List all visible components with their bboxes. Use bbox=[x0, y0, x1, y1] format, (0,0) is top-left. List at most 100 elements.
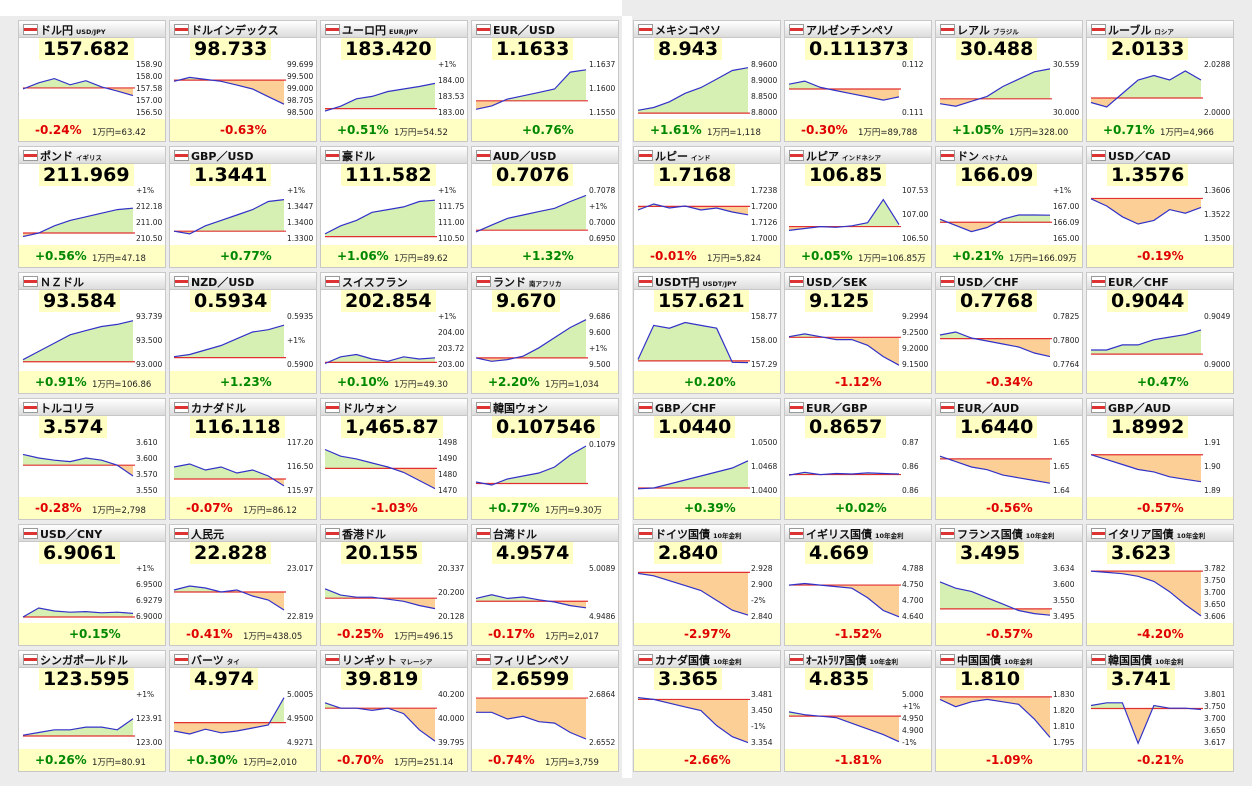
tile-name: EUR／CHF bbox=[1108, 274, 1169, 290]
change: -0.07% bbox=[186, 501, 233, 515]
tile[interactable]: USDT円 USDT/JPY 157.621 158.77 158.00 157.29 +0… bbox=[633, 272, 781, 394]
tile[interactable]: GBP／USD 1.3441 +1% 1.3447 1.3400 1.3300 +0.77% bbox=[169, 146, 317, 268]
axis-label: 4.788 bbox=[902, 564, 924, 573]
tile[interactable]: ランド 南アフリカ 9.670 9.686 9.600 +1% 9.500 +2.20% 1万円… bbox=[471, 272, 619, 394]
price: 4.9574 bbox=[492, 542, 574, 564]
tile[interactable]: カナダ国債 10年金利 3.365 3.481 3.450 -1% 3.354 -2.66% bbox=[633, 650, 781, 772]
tile[interactable]: NZD／USD 0.5934 0.5935 +1% 0.5900 +1.23% bbox=[169, 272, 317, 394]
tile[interactable]: ドイツ国債 10年金利 2.840 2.928 2.900 -2% 2.840 -2.97% bbox=[633, 524, 781, 646]
change-bar: -1.52% bbox=[785, 623, 931, 645]
axis-label: 123.91 bbox=[136, 714, 162, 723]
tile[interactable]: ｵｰｽﾄﾗﾘｱ国債 10年金利 4.835 5.000 +1% 4.950 4.900 -1%… bbox=[784, 650, 932, 772]
tile[interactable]: フィリピンペソ 2.6599 2.6864 2.6552 -0.74% 1万円=3,759 bbox=[471, 650, 619, 772]
tile[interactable]: USD／CAD 1.3576 1.3606 1.3522 1.3500 -0.19% bbox=[1086, 146, 1234, 268]
tile[interactable]: EUR／CHF 0.9044 0.9049 0.9000 +0.47% bbox=[1086, 272, 1234, 394]
tile[interactable]: AUD／USD 0.7076 0.7078 +1% 0.7000 0.6950 +1.32% bbox=[471, 146, 619, 268]
sparkline-chart: 5.000 +1% 4.950 4.900 -1% bbox=[788, 690, 924, 747]
tile-name: アルゼンチンペソ bbox=[806, 22, 894, 38]
tile[interactable]: USD／CHF 0.7768 0.7825 0.7800 0.7764 -0.34% bbox=[935, 272, 1083, 394]
tile[interactable]: 韓国ウォン 0.107546 0.1079 +0.77% 1万円=9.30万 bbox=[471, 398, 619, 520]
sparkline-chart: 117.20 116.50 115.97 bbox=[173, 438, 313, 495]
tile[interactable]: GBP／AUD 1.8992 1.91 1.90 1.89 -0.57% bbox=[1086, 398, 1234, 520]
tile-name: 中国国債 10年金利 bbox=[957, 652, 1033, 668]
axis-label: 111.75 bbox=[438, 202, 464, 211]
tile[interactable]: USD／CNY 6.9061 +1% 6.9500 6.9279 6.9000 +0.15% bbox=[18, 524, 166, 646]
tile[interactable]: リンギット マレーシア 39.819 40.200 40.000 39.795 -0.70%… bbox=[320, 650, 468, 772]
axis-label: 5.0005 bbox=[287, 690, 313, 699]
yen-rate: 1万円=89,788 bbox=[858, 128, 918, 138]
tile[interactable]: イギリス国債 10年金利 4.669 4.788 4.750 4.700 4.640 -1.5… bbox=[784, 524, 932, 646]
tile[interactable]: USD／SEK 9.125 9.2994 9.2500 9.2000 9.1500 -1.1… bbox=[784, 272, 932, 394]
price: 2.840 bbox=[654, 542, 723, 564]
change: -0.19% bbox=[1137, 249, 1184, 263]
tile[interactable]: スイスフラン 202.854 +1% 204.00 203.72 203.00 +0.10%… bbox=[320, 272, 468, 394]
tile[interactable]: EUR／USD 1.1633 1.1637 1.1600 1.1550 +0.76% bbox=[471, 20, 619, 142]
area-above bbox=[25, 78, 106, 88]
tile[interactable]: ドルウォン 1,465.87 1498 1490 1480 1470 -1.03% bbox=[320, 398, 468, 520]
flag-icon bbox=[23, 24, 38, 35]
area-above bbox=[476, 69, 586, 101]
tile[interactable]: ＮＺドル 93.584 93.739 93.500 93.000 +0.91% 1万円=10… bbox=[18, 272, 166, 394]
axis-label: 212.18 bbox=[136, 202, 162, 211]
flag-icon bbox=[174, 24, 189, 35]
price-line bbox=[475, 445, 587, 486]
flag-icon bbox=[1091, 24, 1106, 35]
tile[interactable]: GBP／CHF 1.0440 1.0500 1.0468 1.0400 +0.39% bbox=[633, 398, 781, 520]
tile[interactable]: イタリア国債 10年金利 3.623 3.782 3.750 3.700 3.650 3.60… bbox=[1086, 524, 1234, 646]
yen-rate: 1万円=3,759 bbox=[545, 758, 599, 768]
tile[interactable]: 中国国債 10年金利 1.810 1.830 1.820 1.810 1.795 -1.09% bbox=[935, 650, 1083, 772]
axis-label: 9.500 bbox=[589, 360, 611, 369]
sparkline-chart: 2.0288 2.0000 bbox=[1090, 60, 1230, 117]
tile[interactable]: メキシコペソ 8.943 8.9600 8.9000 8.8500 8.8000 +1.61… bbox=[633, 20, 781, 142]
axis-label: 3.700 bbox=[1204, 588, 1226, 597]
tile[interactable]: 台湾ドル 4.9574 5.0089 4.9486 -0.17% 1万円=2,017 bbox=[471, 524, 619, 646]
tile[interactable]: 韓国国債 10年金利 3.741 3.801 3.750 3.700 3.650 3.617-… bbox=[1086, 650, 1234, 772]
change: +0.39% bbox=[684, 501, 736, 515]
flag-icon bbox=[1091, 276, 1106, 287]
price: 1.7168 bbox=[654, 164, 736, 186]
tile[interactable]: ドルインデックス 98.733 99.699 99.500 99.000 98.705 98… bbox=[169, 20, 317, 142]
tile[interactable]: レアル ブラジル 30.488 30.559 30.000 +1.05% 1万円=328.0… bbox=[935, 20, 1083, 142]
tile-header: ドイツ国債 10年金利 bbox=[634, 525, 780, 542]
tile[interactable]: ルピー インド 1.7168 1.7238 1.7200 1.7126 1.7000 -0.0… bbox=[633, 146, 781, 268]
area-below bbox=[1091, 708, 1201, 744]
price-line bbox=[939, 331, 1051, 358]
price: 0.9044 bbox=[1107, 290, 1189, 312]
price-line bbox=[22, 77, 134, 97]
tile[interactable]: ルーブル ロシア 2.0133 2.0288 2.0000 +0.71% 1万円=4,966 bbox=[1086, 20, 1234, 142]
tile[interactable]: 豪ドル 111.582 +1% 111.75 111.00 110.50 +1.06% 1万円… bbox=[320, 146, 468, 268]
tile[interactable]: フランス国債 10年金利 3.495 3.634 3.600 3.550 3.495 -0.5… bbox=[935, 524, 1083, 646]
tile[interactable]: ドン ベトナム 166.09 +1% 167.00 166.09 165.00 +0.21% 1… bbox=[935, 146, 1083, 268]
change: +1.06% bbox=[337, 249, 389, 263]
sparkline-chart: 9.686 9.600 +1% 9.500 bbox=[475, 312, 611, 369]
flag-icon bbox=[1091, 150, 1106, 161]
area-below bbox=[174, 722, 284, 734]
flag-icon bbox=[174, 150, 189, 161]
sparkline-chart: 1.3606 1.3522 1.3500 bbox=[1090, 186, 1230, 243]
price-line bbox=[1090, 70, 1202, 108]
tile-name: シンガポールドル bbox=[40, 652, 128, 668]
tile[interactable]: トルコリラ 3.574 3.610 3.600 3.570 3.550 -0.28% 1万円=… bbox=[18, 398, 166, 520]
tile[interactable]: シンガポールドル 123.595 +1% 123.91 123.00 +0.26% 1万円=… bbox=[18, 650, 166, 772]
tile[interactable]: ルピア インドネシア 106.85 107.53 107.00 106.50 +0.05% 1… bbox=[784, 146, 932, 268]
subtitle: 10年金利 bbox=[1025, 532, 1055, 540]
axis-label: 1.91 bbox=[1204, 438, 1221, 447]
tile[interactable]: バーツ タイ 4.974 5.0005 4.9500 4.9271 +0.30% 1万円=2,… bbox=[169, 650, 317, 772]
tile[interactable]: カナダドル 116.118 117.20 116.50 115.97 -0.07% 1万円=… bbox=[169, 398, 317, 520]
tile[interactable]: アルゼンチンペソ 0.111373 0.112 0.111 -0.30% 1万円=89,7… bbox=[784, 20, 932, 142]
tile[interactable]: ポンド イギリス 211.969 +1% 212.18 211.00 210.50 +0.56… bbox=[18, 146, 166, 268]
tile[interactable]: 人民元 22.828 23.017 22.819 -0.41% 1万円=438.05 bbox=[169, 524, 317, 646]
tile-header: EUR／AUD bbox=[936, 399, 1082, 416]
axis-label: 0.7800 bbox=[1053, 336, 1079, 345]
tile-name: ポンド イギリス bbox=[40, 148, 102, 164]
tile-header: カナダドル bbox=[170, 399, 316, 416]
price: 0.7768 bbox=[956, 290, 1038, 312]
tile[interactable]: EUR／AUD 1.6440 1.65 1.65 1.64 -0.56% bbox=[935, 398, 1083, 520]
tile[interactable]: ドル円 USD/JPY 157.682 158.90 158.00 157.58 157.0… bbox=[18, 20, 166, 142]
change: -1.09% bbox=[986, 753, 1033, 767]
tile[interactable]: ユーロ円 EUR/JPY 183.420 +1% 184.00 183.53 183.00 +… bbox=[320, 20, 468, 142]
tile[interactable]: 香港ドル 20.155 20.337 20.200 20.128 -0.25% 1万円=49… bbox=[320, 524, 468, 646]
name-text: ドイツ国債 bbox=[655, 528, 710, 541]
tile[interactable]: EUR／GBP 0.8657 0.87 0.86 0.86 +0.02% bbox=[784, 398, 932, 520]
tile-header: スイスフラン bbox=[321, 273, 467, 290]
